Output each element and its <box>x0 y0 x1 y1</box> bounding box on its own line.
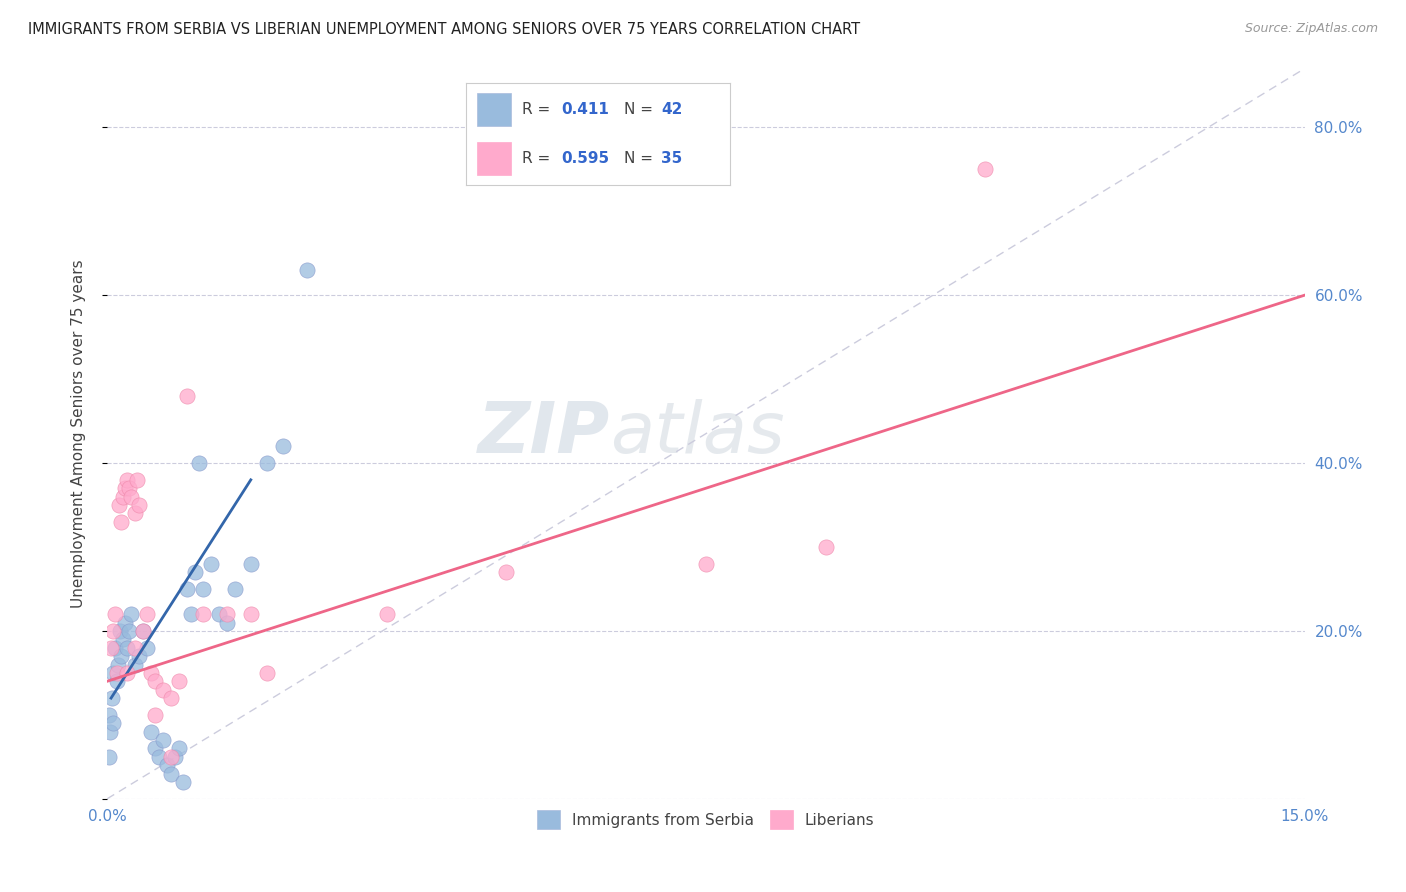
Text: Source: ZipAtlas.com: Source: ZipAtlas.com <box>1244 22 1378 36</box>
Point <box>115 473 138 487</box>
Point <box>107 657 129 672</box>
Point <box>208 607 231 622</box>
Point <box>224 582 246 596</box>
Point <box>375 607 398 622</box>
Point <box>115 665 138 680</box>
Text: atlas: atlas <box>610 400 785 468</box>
Point <box>176 389 198 403</box>
Point <box>127 473 149 487</box>
Point <box>215 607 238 622</box>
Point <box>115 640 138 655</box>
Point <box>104 607 127 622</box>
Point <box>184 565 207 579</box>
Point <box>114 615 136 630</box>
Text: IMMIGRANTS FROM SERBIA VS LIBERIAN UNEMPLOYMENT AMONG SENIORS OVER 75 YEARS CORR: IMMIGRANTS FROM SERBIA VS LIBERIAN UNEMP… <box>28 22 860 37</box>
Point <box>239 607 262 622</box>
Point <box>120 490 142 504</box>
Point <box>104 640 127 655</box>
Point <box>103 624 125 638</box>
Point <box>110 649 132 664</box>
Point <box>124 640 146 655</box>
Point <box>124 507 146 521</box>
Point <box>136 640 159 655</box>
Point <box>118 481 141 495</box>
Point <box>156 758 179 772</box>
Point <box>187 456 209 470</box>
Point <box>814 540 837 554</box>
Point <box>695 557 717 571</box>
Point <box>136 607 159 622</box>
Point <box>152 682 174 697</box>
Point <box>191 607 214 622</box>
Point <box>176 582 198 596</box>
Point <box>108 624 131 638</box>
Point <box>100 640 122 655</box>
Point <box>112 490 135 504</box>
Point <box>180 607 202 622</box>
Point <box>191 582 214 596</box>
Y-axis label: Unemployment Among Seniors over 75 years: Unemployment Among Seniors over 75 years <box>72 260 86 608</box>
Point <box>160 749 183 764</box>
Point <box>256 456 278 470</box>
Point <box>143 707 166 722</box>
Point <box>295 263 318 277</box>
Point <box>974 162 997 177</box>
Point <box>167 741 190 756</box>
Point <box>167 674 190 689</box>
Point <box>139 665 162 680</box>
Point <box>120 607 142 622</box>
Point <box>200 557 222 571</box>
Point <box>108 498 131 512</box>
Point <box>132 624 155 638</box>
Point <box>215 615 238 630</box>
Point <box>110 515 132 529</box>
Point <box>239 557 262 571</box>
Point <box>143 674 166 689</box>
Point <box>256 665 278 680</box>
Point <box>132 624 155 638</box>
Point <box>148 749 170 764</box>
Point <box>105 674 128 689</box>
Point <box>114 481 136 495</box>
Point <box>124 657 146 672</box>
Point <box>172 775 194 789</box>
Point <box>98 724 121 739</box>
Point <box>271 439 294 453</box>
Point <box>101 691 124 706</box>
Point <box>112 632 135 647</box>
Point <box>160 766 183 780</box>
Point <box>97 707 120 722</box>
Point <box>118 624 141 638</box>
Point <box>98 749 121 764</box>
Point <box>128 498 150 512</box>
Point <box>163 749 186 764</box>
Legend: Immigrants from Serbia, Liberians: Immigrants from Serbia, Liberians <box>531 805 880 835</box>
Point <box>101 716 124 731</box>
Point <box>128 649 150 664</box>
Point <box>139 724 162 739</box>
Point <box>152 733 174 747</box>
Point <box>495 565 517 579</box>
Point <box>143 741 166 756</box>
Text: ZIP: ZIP <box>478 400 610 468</box>
Point <box>160 691 183 706</box>
Point <box>103 665 125 680</box>
Point <box>105 665 128 680</box>
